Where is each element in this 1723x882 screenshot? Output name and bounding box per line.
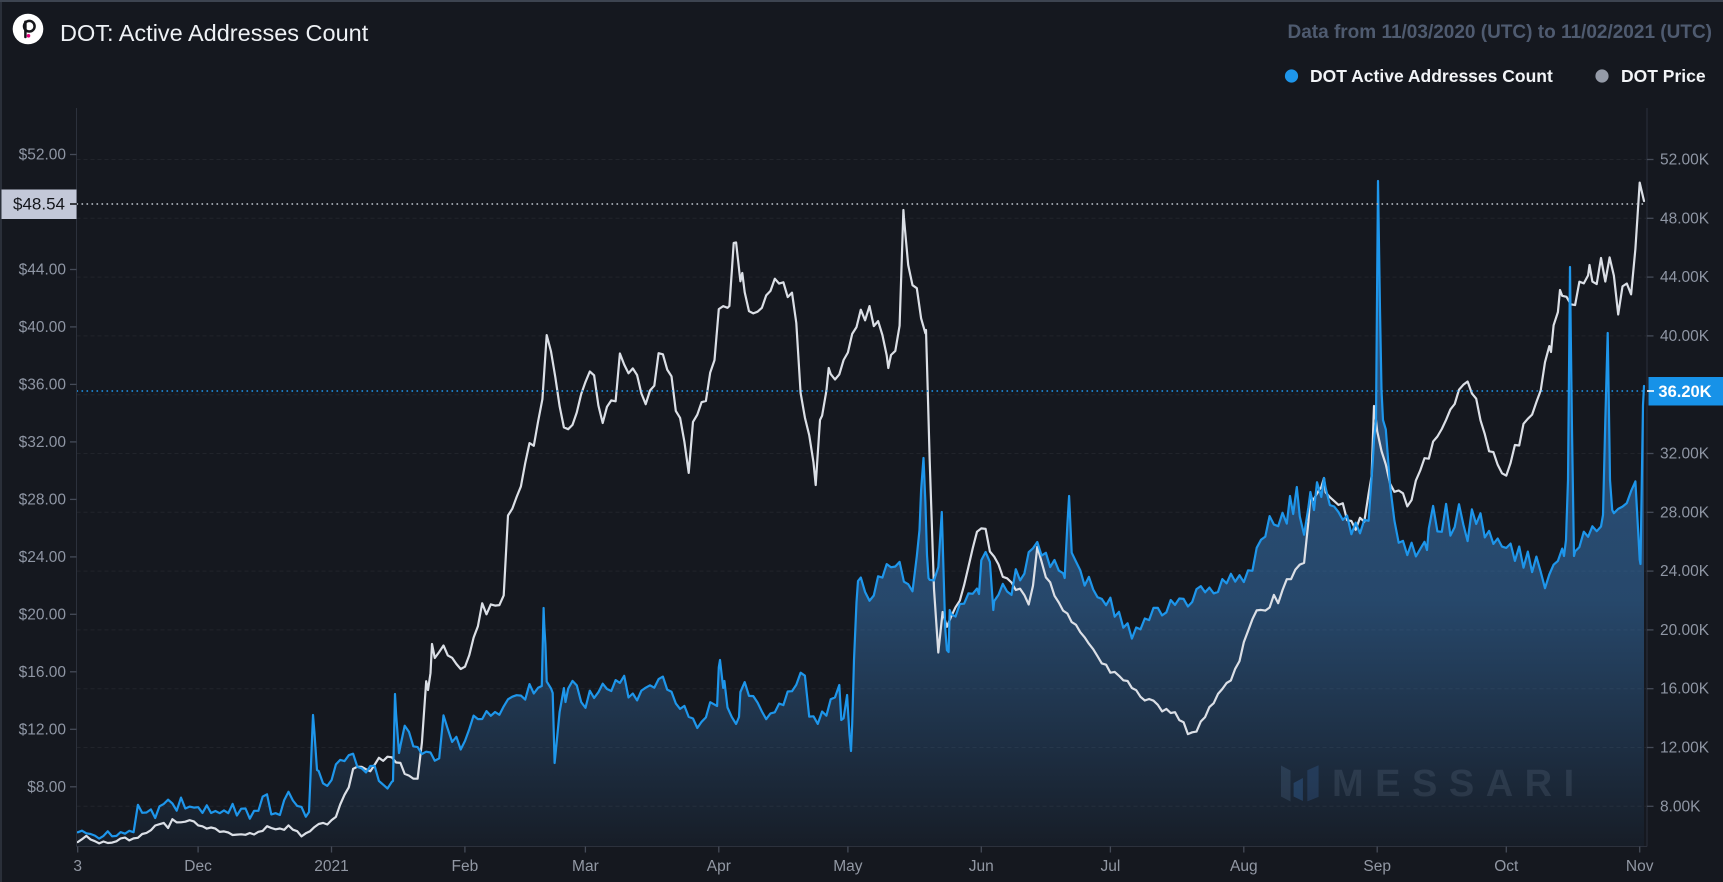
svg-text:16.00K: 16.00K: [1660, 681, 1710, 698]
svg-text:$40.00: $40.00: [19, 319, 67, 336]
svg-text:$28.00: $28.00: [19, 491, 67, 508]
svg-text:DOT Price: DOT Price: [1621, 66, 1706, 86]
svg-text:28.00K: 28.00K: [1660, 504, 1710, 521]
svg-text:32.00K: 32.00K: [1660, 446, 1710, 463]
svg-text:Mar: Mar: [572, 858, 599, 875]
svg-text:$24.00: $24.00: [19, 549, 67, 566]
svg-text:MESSARI: MESSARI: [1332, 763, 1586, 805]
svg-text:$8.00: $8.00: [27, 779, 66, 796]
svg-text:$12.00: $12.00: [19, 721, 67, 738]
svg-text:DOT: Active Addresses Count: DOT: Active Addresses Count: [60, 20, 369, 46]
svg-text:May: May: [833, 858, 863, 875]
svg-text:12.00K: 12.00K: [1660, 740, 1710, 757]
svg-text:Apr: Apr: [707, 858, 731, 875]
svg-text:8.00K: 8.00K: [1660, 798, 1701, 815]
svg-text:20.00K: 20.00K: [1660, 622, 1710, 639]
svg-text:Dec: Dec: [184, 858, 212, 875]
svg-text:44.00K: 44.00K: [1660, 269, 1710, 286]
svg-text:$20.00: $20.00: [19, 606, 67, 623]
svg-text:$32.00: $32.00: [19, 434, 67, 451]
svg-text:52.00K: 52.00K: [1660, 152, 1710, 169]
svg-text:2021: 2021: [314, 858, 348, 875]
svg-text:$52.00: $52.00: [19, 147, 67, 164]
svg-text:Data from 11/03/2020 (UTC) to: Data from 11/03/2020 (UTC) to 11/02/2021…: [1287, 22, 1712, 43]
svg-text:$48.54: $48.54: [13, 195, 65, 214]
svg-text:48.00K: 48.00K: [1660, 210, 1710, 227]
svg-text:Oct: Oct: [1494, 858, 1519, 875]
svg-text:$44.00: $44.00: [19, 262, 67, 279]
svg-text:$36.00: $36.00: [19, 376, 67, 393]
svg-text:Nov: Nov: [1626, 858, 1654, 875]
svg-text:40.00K: 40.00K: [1660, 328, 1710, 345]
svg-text:Jul: Jul: [1100, 858, 1120, 875]
svg-text:24.00K: 24.00K: [1660, 563, 1710, 580]
svg-text:Jun: Jun: [969, 858, 994, 875]
svg-text:DOT Active Addresses Count: DOT Active Addresses Count: [1310, 66, 1553, 86]
svg-text:3: 3: [73, 858, 82, 875]
svg-text:$16.00: $16.00: [19, 664, 67, 681]
svg-text:Sep: Sep: [1363, 858, 1391, 875]
svg-text:Aug: Aug: [1230, 858, 1258, 875]
svg-text:Feb: Feb: [452, 858, 479, 875]
svg-text:36.20K: 36.20K: [1658, 383, 1711, 401]
